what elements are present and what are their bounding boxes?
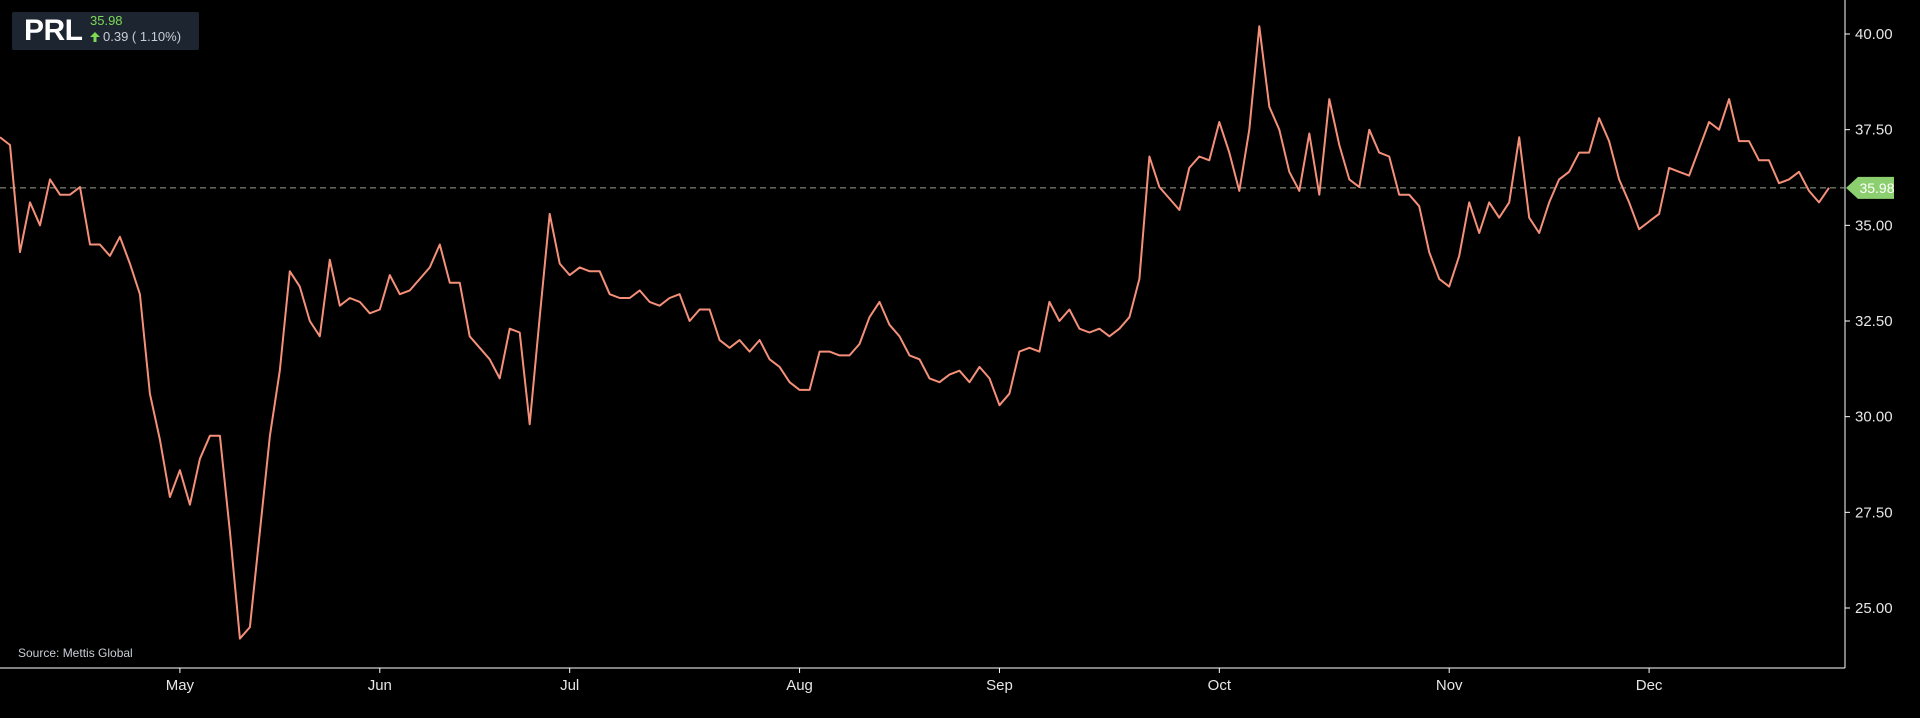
ticker-summary-box: PRL 35.98 0.39 ( 1.10%): [12, 12, 199, 50]
y-tick-label: 32.50: [1855, 313, 1893, 330]
price-series-line: [0, 25, 1830, 640]
x-tick-label: Jul: [560, 677, 579, 694]
up-arrow-icon: [90, 31, 100, 42]
x-tick-label: Dec: [1636, 677, 1663, 694]
x-tick-label: Sep: [986, 677, 1013, 694]
y-tick-label: 40.00: [1855, 26, 1893, 43]
last-price-label: 35.98: [1859, 180, 1894, 196]
y-tick-label: 37.50: [1855, 122, 1893, 139]
y-tick-label: 27.50: [1855, 504, 1893, 521]
source-label: Source: Mettis Global: [18, 646, 133, 660]
y-tick-label: 30.00: [1855, 409, 1893, 426]
line-layer: [0, 25, 1845, 640]
x-tick-label: May: [166, 677, 195, 694]
ticker-change: 0.39 ( 1.10%): [103, 29, 182, 44]
y-tick-label: 35.00: [1855, 217, 1893, 234]
x-tick-label: Jun: [368, 677, 392, 694]
ticker-change-row: 0.39 ( 1.10%): [90, 29, 181, 45]
x-tick-label: Aug: [786, 677, 813, 694]
last-price-tag: [1846, 176, 1894, 199]
ticker-price: 35.98: [90, 13, 123, 28]
x-tick-label: Nov: [1436, 677, 1463, 694]
tag-layer: 35.98: [1846, 176, 1895, 199]
y-tick-label: 25.00: [1855, 600, 1893, 617]
ticker-symbol: PRL: [24, 14, 83, 47]
x-tick-label: Oct: [1208, 677, 1232, 694]
axes-layer: 25.00 27.50 30.00 32.50 35.00 37.50 40.00 May Ju…: [0, 0, 1893, 694]
